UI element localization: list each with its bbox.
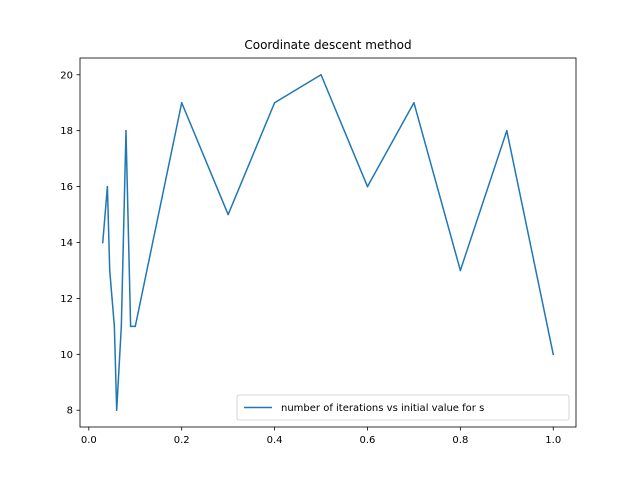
data-point [134, 325, 137, 328]
data-point [227, 213, 229, 216]
x-tick-label: 1.0 [545, 435, 561, 446]
data-point [106, 185, 109, 188]
data-point [366, 185, 369, 188]
data-point [115, 409, 118, 411]
data-point [413, 101, 415, 104]
y-tick-label: 20 [60, 70, 73, 81]
data-point [108, 269, 111, 272]
data-point [459, 269, 462, 272]
legend: number of iterations vs initial value fo… [236, 394, 570, 421]
legend-box [236, 394, 570, 421]
data-point [320, 74, 322, 76]
x-tick-label: 0.2 [174, 435, 190, 446]
y-tick-label: 12 [60, 294, 73, 305]
x-tick-label: 0.6 [360, 435, 376, 446]
y-tick-label: 14 [60, 238, 73, 249]
legend-label: number of iterations vs initial value fo… [281, 403, 484, 414]
data-point [125, 129, 127, 132]
data-point [552, 353, 554, 356]
plot-area [101, 74, 555, 411]
data-point [506, 129, 508, 132]
x-tick-label: 0.8 [452, 435, 468, 446]
data-point [102, 241, 104, 244]
x-tick-label: 0.0 [81, 435, 97, 446]
data-point [180, 101, 183, 104]
y-tick-label: 8 [67, 406, 73, 417]
data-point [111, 297, 113, 300]
y-tick-label: 18 [60, 126, 73, 137]
data-point [113, 325, 116, 328]
data-point [129, 325, 132, 328]
y-tick-label: 16 [60, 182, 73, 193]
x-tick-label: 0.4 [267, 435, 283, 446]
y-tick-label: 10 [60, 350, 73, 361]
chart-title: Coordinate descent method [244, 38, 411, 52]
y-axis: 8 10 12 14 16 18 20 [60, 70, 80, 417]
x-axis: 0.0 0.2 0.4 0.6 0.8 1.0 [81, 427, 561, 446]
data-point [273, 101, 276, 104]
data-point [120, 325, 123, 328]
